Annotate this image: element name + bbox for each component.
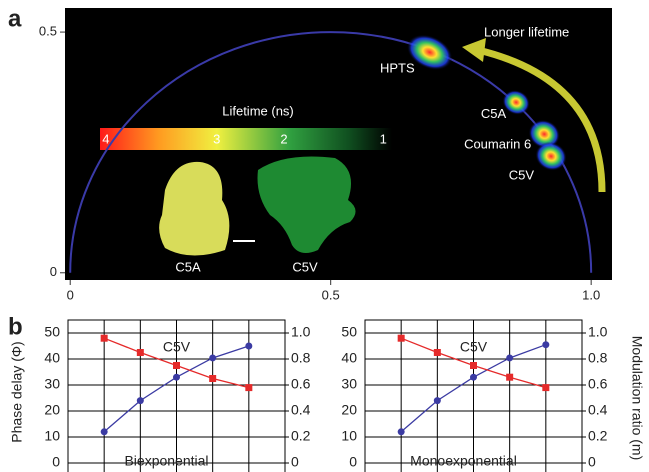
y-axis-label: Phase delay (Φ) [9,341,25,442]
marker [542,341,549,348]
y-tick-label: 50 [44,324,60,340]
marker [173,374,180,381]
y-tick-label: 40 [44,350,60,366]
y2-tick-label: 0.2 [291,428,311,444]
arrow-label: Longer lifetime [484,24,569,39]
image-label: C5V [292,259,318,274]
marker [209,354,216,361]
colorbar [100,128,392,150]
y2-tick-label: 0.8 [291,350,311,366]
marker [245,384,252,391]
y-tick-label: 0.5 [39,24,57,39]
y-tick-label: 10 [44,428,60,444]
marker [434,349,441,356]
y-tick-label: 20 [44,402,60,418]
colorbar-label: 4 [102,131,109,146]
marker [398,428,405,435]
y2-tick-label: 0.8 [588,350,608,366]
annotation: C5V [460,339,488,355]
y2-tick-label: 0.4 [291,402,311,418]
marker [245,343,252,350]
colorbar-label: 3 [213,131,220,146]
annotation: C5V [163,339,191,355]
marker [542,384,549,391]
marker [137,397,144,404]
y2-tick-label: 0.2 [588,428,608,444]
annotation: Monoexponential [410,453,517,469]
x-tick-label: 0 [67,287,74,302]
y2-tick-label: 1.0 [588,324,608,340]
y-tick-label: 50 [341,324,357,340]
x-tick-label: 1.0 [582,287,600,302]
y-tick-label: 40 [341,350,357,366]
panel-label: b [8,313,23,340]
y-tick-label: 0 [52,454,60,470]
y2-tick-label: 0.6 [291,376,311,392]
figure: HPTS C5A Coumarin 6 C5V Longer lifetime Lifet… [0,0,649,472]
y2-tick-label: 0.6 [588,376,608,392]
y2-tick-label: 0 [588,454,596,470]
marker [101,428,108,435]
point-label: Coumarin 6 [464,137,531,152]
y2-axis-label: Modulation ratio (m) [629,336,645,461]
y-tick-label: 30 [44,376,60,392]
marker [101,335,108,342]
y2-tick-label: 1.0 [291,324,311,340]
marker [137,349,144,356]
y-tick-label: 0 [50,264,57,279]
point-label: C5V [509,168,535,183]
y2-tick-label: 0 [291,454,299,470]
colorbar-title: Lifetime (ns) [222,103,294,118]
y-tick-label: 20 [341,402,357,418]
point-label: C5A [481,106,507,121]
colorbar-label: 2 [280,131,287,146]
marker [209,375,216,382]
panel-label: a [8,5,22,32]
y-tick-label: 10 [341,428,357,444]
marker [470,362,477,369]
y-tick-label: 30 [341,376,357,392]
marker [506,374,513,381]
y2-tick-label: 0.4 [588,402,608,418]
marker [506,354,513,361]
point-label: HPTS [380,61,415,76]
marker [398,335,405,342]
x-tick-label: 0.5 [322,287,340,302]
image-label: C5A [175,259,201,274]
marker [173,362,180,369]
y-tick-label: 0 [349,454,357,470]
annotation: Biexponential [124,453,208,469]
marker [434,397,441,404]
marker [470,374,477,381]
colorbar-label: 1 [380,131,387,146]
